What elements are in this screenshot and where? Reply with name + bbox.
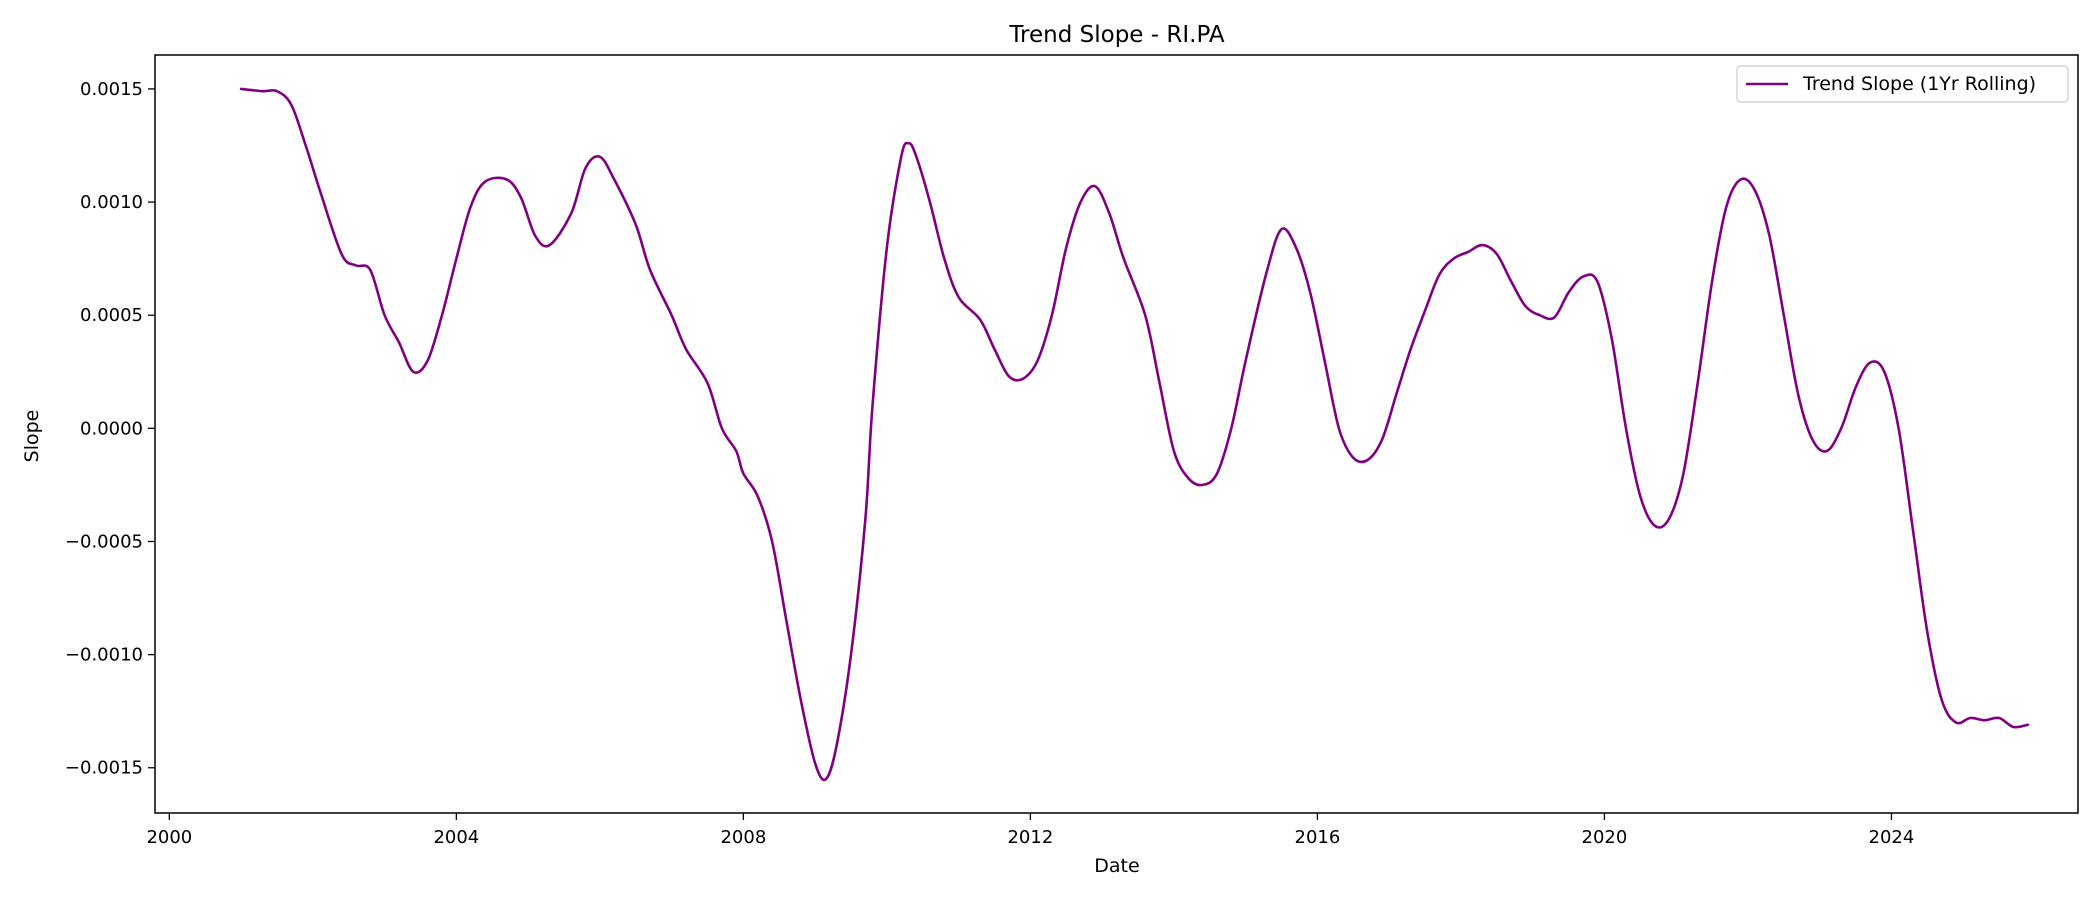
plot-area — [154, 54, 2079, 814]
x-tick-label: 2024 — [1869, 827, 1915, 848]
y-tick-label: 0.0000 — [80, 418, 143, 439]
x-tick-label: 2000 — [146, 827, 192, 848]
x-tick-label: 2004 — [433, 827, 479, 848]
y-tick-label: 0.0015 — [80, 79, 143, 100]
y-axis-title: Slope — [21, 410, 43, 463]
y-tick-label: −0.0005 — [65, 531, 143, 552]
x-axis: 2000 2004 2008 2012 2016 2020 2024 — [146, 813, 1914, 848]
series-line — [239, 87, 2030, 782]
x-tick-label: 2008 — [720, 827, 766, 848]
plot-frame — [154, 54, 2079, 814]
x-tick-label: 2016 — [1295, 827, 1341, 848]
x-tick-label: 2020 — [1582, 827, 1628, 848]
y-tick-label: −0.0010 — [65, 645, 143, 666]
legend-box — [1736, 65, 2069, 103]
x-tick-label: 2012 — [1007, 827, 1053, 848]
x-axis-title: Date — [1094, 855, 1139, 877]
chart-title: Trend Slope - RI.PA — [1008, 22, 1224, 48]
y-tick-label: 0.0005 — [80, 305, 143, 326]
legend: Trend Slope (1Yr Rolling) — [1736, 65, 2069, 103]
y-tick-label: 0.0010 — [80, 192, 143, 213]
y-axis: 0.0015 0.0010 0.0005 0.0000 −0.0005 −0.0010 −0… — [65, 79, 155, 779]
y-tick-label: −0.0015 — [65, 758, 143, 779]
legend-label: Trend Slope (1Yr Rolling) — [1802, 73, 2036, 95]
